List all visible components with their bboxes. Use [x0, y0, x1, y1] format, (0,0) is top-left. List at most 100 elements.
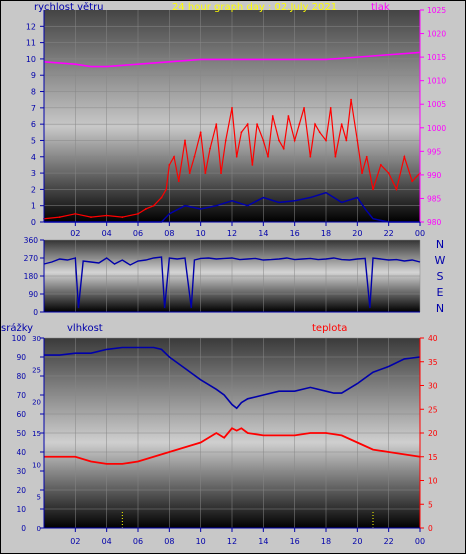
right-tick-label: 1015 [427, 53, 446, 62]
temp-tick-label: 25 [428, 405, 438, 414]
humidity-tick-label: 0 [21, 524, 26, 533]
wind-speed-point [262, 139, 265, 142]
x-tick-label: 04 [102, 537, 112, 546]
x-tick-label: 08 [164, 229, 174, 238]
temp-tick-label: 40 [428, 334, 438, 343]
rain-tick-label: 20 [32, 398, 41, 406]
direction-series [43, 256, 421, 309]
wind-speed-point [345, 139, 348, 142]
left-tick-label: 7 [31, 104, 36, 113]
rain-tick-label: 15 [32, 430, 41, 438]
wind-speed-point [235, 155, 238, 158]
left-tick-label: 0 [31, 218, 36, 227]
temp-tick-label: 15 [428, 453, 438, 462]
wind-speed-point [224, 139, 227, 142]
wind-speed-point [318, 131, 321, 134]
humidity-tick-label: 20 [16, 486, 26, 495]
rain-tick-label: 5 [37, 493, 41, 501]
humidity-tick-label: 40 [16, 448, 26, 457]
x-tick-label: 12 [227, 537, 237, 546]
x-tick-label: 08 [164, 537, 174, 546]
compass-label: N [436, 302, 444, 315]
humidity-series [44, 346, 421, 528]
wind-speed-point [74, 212, 77, 215]
humidity-tick-label: 80 [16, 372, 26, 381]
left-tick-label: 11 [26, 39, 36, 48]
pressure-line [43, 51, 421, 68]
x-tick-label: 20 [352, 537, 362, 546]
x-tick-label: 18 [321, 229, 331, 238]
wind-right-label: tlak [371, 2, 390, 13]
humidity-line [44, 346, 421, 410]
wind-speed-point [160, 196, 163, 199]
humidity-label: vlhkost [67, 323, 103, 334]
x-tick-label: 06 [133, 229, 143, 238]
rain-tick-label: 25 [32, 367, 41, 375]
rain-tick-label: 10 [32, 462, 41, 470]
left-tick-label: 6 [31, 120, 36, 129]
x-tick-label: 16 [290, 537, 300, 546]
left-tick-label: 10 [26, 55, 36, 64]
right-tick-label: 1005 [427, 100, 446, 109]
wind-speed-point [168, 164, 171, 166]
humidity-tick-label: 100 [12, 334, 27, 343]
direction-line [43, 256, 421, 309]
wind-speed-point [105, 214, 108, 217]
wind-speed-point [165, 188, 168, 191]
wind-speed-point [329, 106, 332, 109]
wind-speed-point [298, 123, 301, 126]
temperature-label: teplota [312, 323, 347, 334]
humidity-tick-label: 60 [16, 410, 26, 419]
wind-speed-point [251, 164, 254, 166]
x-tick-label: 06 [133, 537, 143, 546]
x-tick-label: 14 [258, 229, 268, 238]
wind-speed-point [387, 172, 390, 174]
x-tick-label: 00 [415, 229, 425, 238]
right-tick-label: 980 [427, 218, 442, 227]
wind-speed-point [209, 147, 211, 150]
humidity-tick-label: 90 [16, 353, 26, 362]
humidity-tick-label: 30 [16, 467, 26, 476]
x-tick-label: 16 [290, 229, 300, 238]
wind-speed-point [199, 131, 202, 134]
x-tick-label: 00 [415, 537, 425, 546]
wind-axes: 0123456789101112980985990995100010051010… [26, 6, 447, 238]
compass-label: E [437, 286, 444, 299]
x-tick-label: 12 [227, 229, 237, 238]
temp-tick-label: 30 [428, 382, 438, 391]
x-tick-label: 18 [321, 537, 331, 546]
x-tick-label: 14 [258, 537, 268, 546]
right-tick-label: 1025 [427, 6, 446, 15]
rain-label: srážky [1, 322, 33, 334]
right-tick-label: 1000 [427, 124, 446, 133]
temp-tick-label: 10 [428, 477, 438, 486]
wind-speed-point [411, 180, 414, 183]
x-tick-label: 22 [384, 537, 394, 546]
x-tick-label: 10 [196, 229, 206, 238]
wind-left-label: rychlost větru [34, 1, 104, 13]
x-tick-label: 04 [102, 229, 112, 238]
right-tick-label: 1010 [427, 77, 446, 86]
temp-tick-label: 20 [428, 429, 438, 438]
humidity-tick-label: 50 [16, 429, 26, 438]
left-tick-label: 2 [31, 185, 36, 194]
wind-speed-point [365, 155, 368, 158]
wind-speed-point [144, 208, 147, 210]
wind-speed-point [309, 155, 312, 158]
wind-speed-point [137, 212, 139, 215]
wind-speed-point [204, 172, 207, 174]
right-tick-label: 985 [427, 194, 442, 203]
wind-speed-point [246, 123, 249, 126]
left-tick-label: 3 [31, 169, 36, 178]
direction-tick-label: 0 [33, 308, 38, 317]
x-tick-label: 02 [70, 229, 80, 238]
direction-tick-label: 90 [28, 290, 38, 299]
wind-speed-point [121, 216, 124, 219]
wind-speed-point [278, 139, 280, 142]
wind-speed-point [356, 139, 359, 142]
right-tick-label: 1020 [427, 30, 446, 39]
wind-speed-point [282, 147, 285, 150]
wind-speed-point [314, 123, 316, 126]
direction-tick-label: 270 [24, 254, 39, 263]
